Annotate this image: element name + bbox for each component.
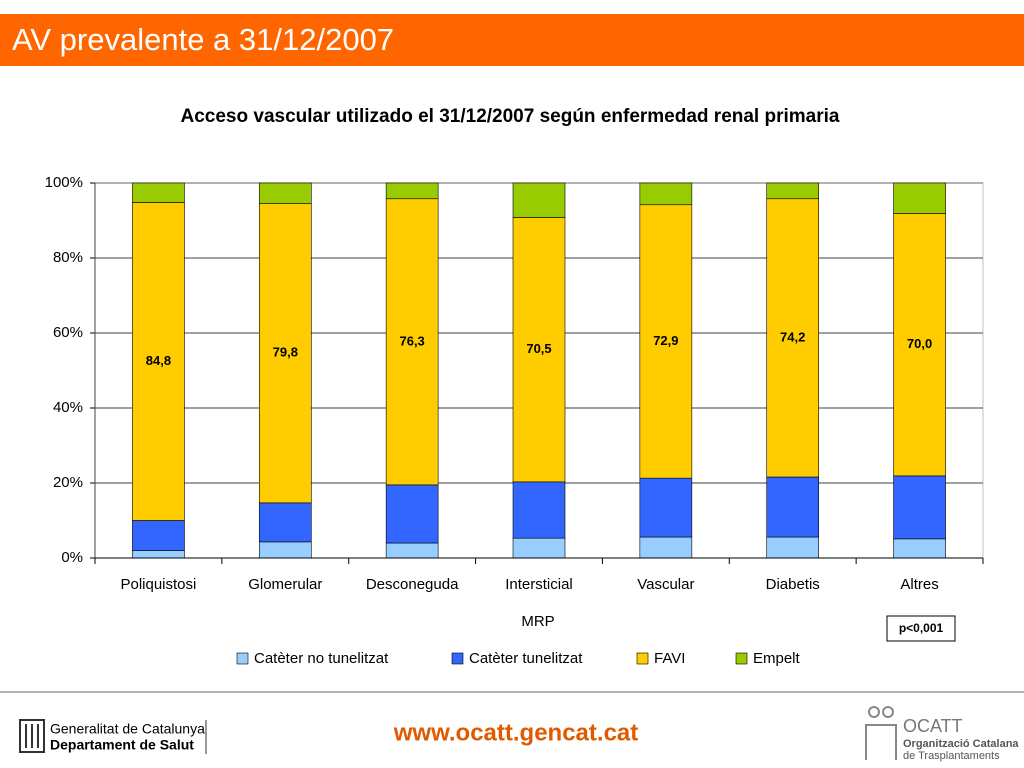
- y-tick-label: 40%: [53, 399, 83, 416]
- legend-label: Empelt: [753, 650, 801, 667]
- footer-right-1: OCATT: [903, 716, 963, 736]
- bar-segment: [893, 182, 946, 214]
- x-tick-label: Intersticial: [505, 576, 573, 593]
- y-tick-label: 20%: [53, 474, 83, 491]
- bar-segment: [258, 203, 312, 504]
- bar-segment: [893, 475, 946, 540]
- chart-title: Acceso vascular utilizado el 31/12/2007 …: [181, 106, 840, 127]
- y-tick-label: 100%: [45, 174, 83, 191]
- bar-segment: [132, 520, 185, 551]
- bar-segment: [639, 477, 693, 538]
- annotation-box: [886, 615, 956, 642]
- bar-segment: [385, 484, 439, 544]
- bar-segment: [766, 198, 820, 478]
- data-label: 70,0: [907, 336, 932, 351]
- legend-swatch: [735, 652, 748, 665]
- x-tick-label: Glomerular: [248, 576, 322, 593]
- legend-label: FAVI: [654, 650, 685, 667]
- bar-segment: [512, 481, 566, 539]
- x-tick-label: Altres: [900, 576, 938, 593]
- bar-segment: [385, 198, 439, 486]
- x-tick-label: Vascular: [637, 576, 694, 593]
- legend-swatch: [451, 652, 464, 665]
- bar-segment: [385, 182, 439, 200]
- bar-segment: [766, 476, 820, 538]
- data-label: 70,5: [526, 341, 551, 356]
- annotation: p<0,001: [899, 621, 944, 635]
- footer-left-1: Generalitat de Catalunya: [50, 721, 205, 737]
- bar-segment: [258, 541, 312, 559]
- header-title: AV prevalente a 31/12/2007: [12, 22, 394, 57]
- legend-swatch: [636, 652, 649, 665]
- bar-segment: [512, 537, 566, 559]
- bar-segment: [385, 542, 439, 559]
- x-tick-label: Diabetis: [766, 576, 820, 593]
- bar-segment: [258, 502, 312, 543]
- y-tick-label: 60%: [53, 324, 83, 341]
- bar-segment: [893, 213, 946, 477]
- footer-right-3: de Trasplantaments: [903, 750, 1000, 762]
- bar-segment: [512, 182, 566, 218]
- footer-right-2: Organització Catalana: [903, 738, 1019, 750]
- legend-swatch: [236, 652, 249, 665]
- bar-segment: [512, 217, 566, 483]
- footer-url: www.ocatt.gencat.cat: [393, 719, 639, 746]
- bar-segment: [893, 538, 946, 559]
- y-tick-label: 80%: [53, 249, 83, 266]
- legend-label: Catèter tunelitzat: [469, 650, 583, 667]
- bar-segment: [766, 536, 820, 559]
- x-axis-label: MRP: [521, 613, 554, 630]
- bar-segment: [132, 202, 185, 521]
- bar-segment: [639, 536, 693, 559]
- bar-segment: [258, 182, 312, 204]
- bar-segment: [766, 182, 820, 200]
- bar-segment: [132, 182, 185, 203]
- data-label: 72,9: [653, 333, 678, 348]
- header-bar: [0, 14, 1024, 66]
- bar-segment: [639, 182, 693, 206]
- data-label: 84,8: [146, 353, 171, 368]
- gencat-logo: [19, 719, 45, 753]
- x-tick-label: Poliquistosi: [120, 576, 196, 593]
- ocatt-logo: [865, 706, 897, 760]
- legend-label: Catèter no tunelitzat: [254, 650, 389, 667]
- bar-segment: [639, 204, 693, 479]
- bar-segment: [132, 550, 185, 559]
- footer-left-2: Departament de Salut: [50, 737, 194, 753]
- x-tick-label: Desconeguda: [366, 576, 459, 593]
- y-tick-label: 0%: [61, 549, 83, 566]
- data-label: 76,3: [399, 333, 424, 348]
- data-label: 74,2: [780, 329, 805, 344]
- data-label: 79,8: [273, 345, 298, 360]
